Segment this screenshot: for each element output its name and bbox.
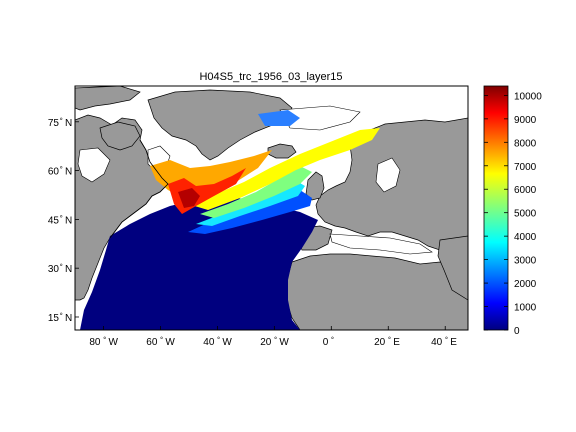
colorbar-tick-label: 7000 [514,162,537,173]
lat-tick-label: 45 [48,215,60,226]
lat-hemi-label: N [65,167,72,178]
middle-east-land [437,235,468,301]
degree-mark: ∘ [102,335,106,342]
greenland-land [147,89,293,161]
lon-tick-label: 80 [89,337,101,348]
colorbar-tick-label: 8000 [514,138,537,149]
arctic-ocean-nodata [279,105,361,131]
lat-hemi-label: N [65,313,72,324]
degree-mark: ∘ [59,116,63,123]
lon-tick-label: 20 [374,337,386,348]
degree-mark: ∘ [330,335,334,342]
longitude-axis: 80 ∘ W 60 ∘ W 40 ∘ W 20 ∘ W 0 ∘ 20 ∘ E 40 ∘ E [89,326,457,348]
degree-mark: ∘ [59,311,63,318]
tracer-yellow-band [188,128,380,210]
map-panel [75,86,468,330]
africa-land [285,253,468,330]
colorbar-tick-label: 6000 [514,185,537,196]
lat-hemi-label: N [65,264,72,275]
degree-mark: ∘ [59,262,63,269]
colorbar-tick-label: 10000 [514,91,542,102]
lat-tick-label: 30 [48,264,60,275]
iceland-land [267,143,297,159]
degree-mark: ∘ [216,335,220,342]
colorbar-tick-label: 2000 [514,279,537,290]
degree-mark: ∘ [59,213,63,220]
lat-tick-label: 75 [48,118,60,129]
mediterranean-nodata [329,233,433,255]
colorbar: 0 1000 2000 3000 4000 5000 6000 7000 8000 9000 100… [483,85,542,337]
land-layer [75,86,468,330]
degree-mark: ∘ [59,165,63,172]
lon-tick-label: 40 [203,337,215,348]
colorbar-tick-label: 5000 [514,209,537,220]
lon-hemi-label: W [222,337,232,348]
lon-hemi-label: W [279,337,289,348]
ocean-low-values [80,196,318,330]
degree-mark: ∘ [273,335,277,342]
colorbar-ticks: 0 1000 2000 3000 4000 5000 6000 7000 8000 9000 100… [484,91,542,337]
tracer-field [80,110,380,330]
degree-mark: ∘ [444,335,448,342]
lon-tick-label: 20 [260,337,272,348]
europe-land [315,117,468,261]
tracer-arctic-blue [258,110,300,126]
figure-title: H04S5_trc_1956_03_layer15 [199,71,342,83]
lat-hemi-label: N [65,215,72,226]
lon-hemi-label: W [165,337,175,348]
lon-hemi-label: E [393,337,400,348]
colorbar-tick-label: 9000 [514,115,537,126]
lon-hemi-label: E [450,337,457,348]
baltic-nodata [375,157,401,193]
lat-tick-label: 60 [48,167,60,178]
nodata-layer [77,105,433,255]
colorbar-gradient [483,85,509,331]
lon-tick-label: 0 [323,337,329,348]
arctic-islands [75,86,141,111]
latitude-axis: 75 ∘ N60 ∘ N45 ∘ N30 ∘ N15 ∘ N [48,116,79,324]
map-frame [74,85,469,331]
degree-mark: ∘ [159,335,163,342]
degree-mark: ∘ [387,335,391,342]
colorbar-tick-label: 4000 [514,232,537,243]
north-america-coast [109,139,169,239]
tracer-green-band [200,166,312,218]
lon-tick-label: 40 [431,337,443,348]
baffin-island [99,121,141,151]
colorbar-tick-label: 0 [514,326,520,337]
lat-tick-label: 15 [48,313,60,324]
colorbar-tick-label: 3000 [514,256,537,267]
hudson-bay-nodata [77,147,111,183]
colorbar-tick-label: 1000 [514,303,537,314]
lon-tick-label: 60 [146,337,158,348]
lon-hemi-label: W [108,337,118,348]
tracer-darkred-core [178,188,200,208]
lat-hemi-label: N [65,118,72,129]
